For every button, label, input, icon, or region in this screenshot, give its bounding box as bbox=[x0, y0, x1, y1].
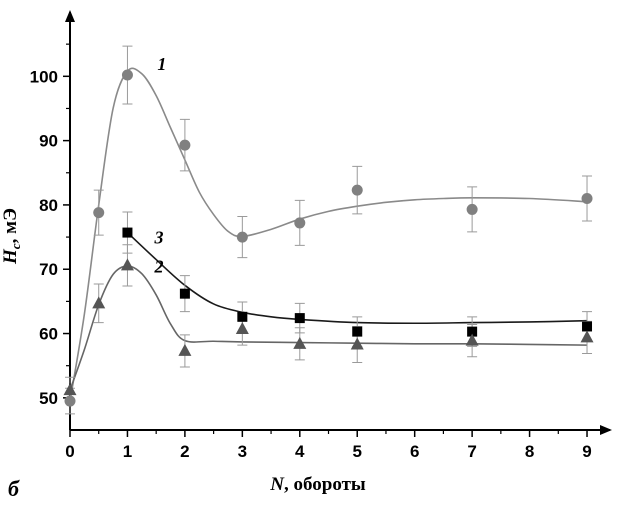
data-point-square bbox=[237, 311, 248, 322]
x-tick-label: 4 bbox=[295, 442, 305, 461]
data-point-circle bbox=[64, 395, 76, 407]
y-tick-label: 70 bbox=[39, 260, 58, 279]
axes bbox=[63, 10, 612, 437]
curve-label-3: 3 bbox=[153, 228, 163, 248]
data-point-triangle bbox=[465, 333, 479, 346]
fit-curve-2 bbox=[69, 265, 588, 391]
data-point-circle bbox=[236, 231, 248, 243]
y-tick-label: 60 bbox=[39, 325, 58, 344]
data-point-triangle bbox=[92, 296, 106, 309]
data-point-circle bbox=[179, 139, 191, 151]
data-point-triangle bbox=[63, 383, 77, 396]
data-point-circle bbox=[351, 184, 363, 196]
data-point-square bbox=[582, 321, 593, 332]
data-point-square bbox=[352, 326, 363, 337]
panel-label: б bbox=[8, 476, 20, 501]
y-tick-label: 100 bbox=[30, 67, 58, 86]
data-point-square bbox=[122, 227, 133, 238]
data-point-square bbox=[467, 326, 478, 337]
x-tick-label: 1 bbox=[123, 442, 132, 461]
y-axis-title: Hc, мЭ bbox=[0, 208, 23, 265]
y-tick-labels: 50 60 70 80 90 100 bbox=[30, 67, 58, 408]
x-axis-title: N, обороты bbox=[269, 474, 366, 495]
data-point-circle bbox=[121, 69, 133, 81]
x-tick-label: 9 bbox=[582, 442, 591, 461]
y-tick-label: 80 bbox=[39, 196, 58, 215]
data-point-circle bbox=[466, 203, 478, 215]
fit-curves bbox=[69, 67, 588, 402]
data-markers bbox=[63, 69, 594, 407]
data-point-triangle bbox=[235, 322, 249, 335]
data-point-square bbox=[179, 288, 190, 299]
x-tick-label: 6 bbox=[410, 442, 419, 461]
fit-curve-3 bbox=[126, 231, 588, 325]
error-bars bbox=[65, 45, 593, 415]
x-tick-label: 3 bbox=[238, 442, 247, 461]
curve-label-1: 1 bbox=[157, 54, 166, 74]
data-point-square bbox=[294, 313, 305, 324]
x-axis-arrow bbox=[600, 425, 612, 435]
x-tick-label: 7 bbox=[467, 442, 476, 461]
data-point-circle bbox=[294, 217, 306, 229]
curve-labels: 1 3 2 bbox=[153, 54, 166, 277]
x-tick-label: 0 bbox=[65, 442, 74, 461]
data-point-circle bbox=[93, 207, 105, 219]
data-point-triangle bbox=[178, 343, 192, 356]
curve-label-2: 2 bbox=[153, 256, 163, 276]
data-point-circle bbox=[581, 192, 593, 204]
y-tick-label: 90 bbox=[39, 132, 58, 151]
y-axis-arrow bbox=[65, 10, 75, 22]
data-point-triangle bbox=[120, 258, 134, 271]
x-tick-label: 2 bbox=[180, 442, 189, 461]
x-tick-label: 8 bbox=[525, 442, 534, 461]
fit-curve-1 bbox=[69, 67, 588, 402]
x-tick-labels: 0 1 2 3 4 5 6 7 8 9 bbox=[65, 442, 591, 461]
data-point-triangle bbox=[350, 337, 364, 350]
y-tick-label: 50 bbox=[39, 389, 58, 408]
data-point-triangle bbox=[580, 330, 594, 343]
x-tick-label: 5 bbox=[352, 442, 361, 461]
data-point-triangle bbox=[293, 336, 307, 349]
